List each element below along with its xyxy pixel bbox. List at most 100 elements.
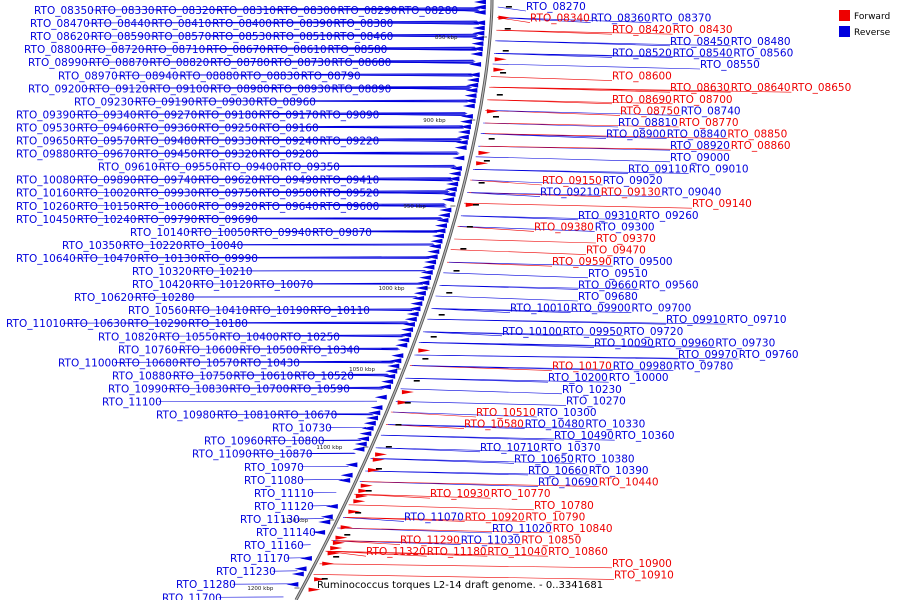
gene-label-left[interactable]: RTO_10700	[229, 383, 289, 395]
gene-label-left[interactable]: RTO_10060	[137, 201, 197, 213]
gene-label-left[interactable]: RTO_10880	[112, 370, 172, 382]
gene-label-right[interactable]: RTO_09950	[563, 326, 623, 338]
gene-label-right[interactable]: RTO_10910	[614, 569, 674, 581]
gene-label-right[interactable]: RTO_10920	[465, 511, 525, 523]
gene-label-left[interactable]: RTO_10520	[294, 370, 354, 382]
gene-label-left[interactable]: RTO_11160	[244, 540, 304, 552]
gene-label-left[interactable]: RTO_10600	[179, 344, 239, 356]
gene-label-right[interactable]: RTO_09000	[670, 152, 730, 164]
gene-label-right[interactable]: RTO_11040	[487, 546, 547, 558]
gene-label-right[interactable]: RTO_09130	[601, 187, 661, 199]
gene-label-left[interactable]: RTO_09350	[280, 162, 340, 174]
gene-label-left[interactable]: RTO_10140	[130, 227, 190, 239]
gene-label-left[interactable]: RTO_09400	[219, 162, 279, 174]
gene-label-left[interactable]: RTO_10970	[244, 462, 304, 474]
gene-label-left[interactable]: RTO_08400	[212, 18, 272, 30]
gene-label-left[interactable]: RTO_10830	[169, 383, 229, 395]
gene-label-right[interactable]: RTO_09970	[678, 349, 738, 361]
gene-label-left[interactable]: RTO_08960	[256, 96, 316, 108]
gene-label-left[interactable]: RTO_09870	[312, 227, 372, 239]
gene-label-left[interactable]: RTO_09250	[198, 122, 258, 134]
gene-label-right[interactable]: RTO_10710	[480, 442, 540, 454]
gene-label-left[interactable]: RTO_11280	[176, 579, 236, 591]
gene-label-right[interactable]: RTO_09910	[666, 314, 726, 326]
gene-label-left[interactable]: RTO_10020	[77, 188, 137, 200]
gene-label-left[interactable]: RTO_08710	[145, 44, 205, 56]
gene-label-right[interactable]: RTO_10170	[552, 361, 612, 373]
gene-label-right[interactable]: RTO_09780	[673, 361, 733, 373]
gene-label-right[interactable]: RTO_10360	[615, 430, 675, 442]
gene-label-right[interactable]: RTO_09260	[639, 210, 699, 222]
gene-label-left[interactable]: RTO_08890	[332, 83, 392, 95]
gene-label-left[interactable]: RTO_11230	[216, 566, 276, 578]
gene-label-left[interactable]: RTO_11130	[240, 514, 300, 526]
gene-label-left[interactable]: RTO_09340	[77, 109, 137, 121]
gene-label-left[interactable]: RTO_10750	[173, 370, 233, 382]
gene-label-right[interactable]: RTO_08810	[618, 117, 678, 129]
gene-label-right[interactable]: RTO_10390	[589, 465, 649, 477]
gene-label-left[interactable]: RTO_10550	[159, 331, 219, 343]
gene-label-left[interactable]: RTO_08440	[91, 18, 151, 30]
gene-label-left[interactable]: RTO_09490	[259, 175, 319, 187]
gene-label-left[interactable]: RTO_09520	[320, 188, 380, 200]
gene-label-left[interactable]: RTO_10400	[219, 331, 279, 343]
gene-label-left[interactable]: RTO_10610	[233, 370, 293, 382]
gene-label-left[interactable]: RTO_09220	[320, 136, 380, 148]
gene-label-left[interactable]: RTO_10640	[16, 253, 76, 265]
gene-label-right[interactable]: RTO_09150	[542, 175, 602, 187]
gene-label-left[interactable]: RTO_10130	[137, 253, 197, 265]
gene-label-left[interactable]: RTO_09610	[98, 162, 158, 174]
gene-label-right[interactable]: RTO_09210	[540, 187, 600, 199]
gene-label-left[interactable]: RTO_09390	[16, 109, 76, 121]
gene-label-left[interactable]: RTO_09790	[137, 214, 197, 226]
gene-label-right[interactable]: RTO_11030	[461, 535, 521, 547]
gene-label-right[interactable]: RTO_10100	[502, 326, 562, 338]
gene-label-left[interactable]: RTO_08670	[206, 44, 266, 56]
gene-label-right[interactable]: RTO_08630	[670, 82, 730, 94]
gene-label-right[interactable]: RTO_09300	[595, 221, 655, 233]
gene-label-left[interactable]: RTO_09750	[198, 188, 258, 200]
gene-label-right[interactable]: RTO_08900	[606, 129, 666, 141]
gene-label-left[interactable]: RTO_10080	[16, 175, 76, 187]
gene-label-left[interactable]: RTO_10590	[290, 383, 350, 395]
gene-label-left[interactable]: RTO_08390	[273, 18, 333, 30]
gene-label-right[interactable]: RTO_09140	[692, 198, 752, 210]
gene-label-right[interactable]: RTO_08450	[670, 36, 730, 48]
gene-label-left[interactable]: RTO_09570	[77, 136, 137, 148]
gene-label-left[interactable]: RTO_10290	[127, 318, 187, 330]
gene-label-left[interactable]: RTO_10110	[310, 305, 370, 317]
gene-label-right[interactable]: RTO_11290	[400, 535, 460, 547]
gene-label-left[interactable]: RTO_10190	[249, 305, 309, 317]
gene-label-right[interactable]: RTO_08770	[679, 117, 739, 129]
gene-label-left[interactable]: RTO_10040	[183, 240, 243, 252]
gene-label-left[interactable]: RTO_10350	[62, 240, 122, 252]
gene-label-left[interactable]: RTO_09090	[320, 109, 380, 121]
gene-label-right[interactable]: RTO_10300	[537, 407, 597, 419]
gene-label-left[interactable]: RTO_08470	[30, 18, 90, 30]
gene-label-right[interactable]: RTO_09710	[727, 314, 787, 326]
gene-label-left[interactable]: RTO_09410	[320, 175, 380, 187]
gene-label-right[interactable]: RTO_11020	[492, 523, 552, 535]
gene-label-right[interactable]: RTO_09700	[631, 303, 691, 315]
gene-label-left[interactable]: RTO_08940	[119, 70, 179, 82]
gene-label-right[interactable]: RTO_10650	[514, 453, 574, 465]
gene-label-left[interactable]: RTO_09550	[159, 162, 219, 174]
gene-label-left[interactable]: RTO_08310	[216, 5, 276, 17]
gene-label-right[interactable]: RTO_09980	[613, 361, 673, 373]
gene-label-left[interactable]: RTO_10730	[272, 423, 332, 435]
gene-label-left[interactable]: RTO_09170	[259, 109, 319, 121]
gene-label-left[interactable]: RTO_09360	[137, 122, 197, 134]
gene-label-left[interactable]: RTO_09450	[137, 149, 197, 161]
gene-label-left[interactable]: RTO_08580	[328, 44, 388, 56]
gene-label-left[interactable]: RTO_11110	[254, 488, 314, 500]
gene-label-right[interactable]: RTO_08430	[673, 24, 733, 36]
gene-label-right[interactable]: RTO_08480	[731, 36, 791, 48]
gene-label-left[interactable]: RTO_08380	[334, 18, 394, 30]
gene-label-right[interactable]: RTO_09500	[613, 256, 673, 268]
gene-label-left[interactable]: RTO_10630	[67, 318, 127, 330]
gene-label-right[interactable]: RTO_10790	[525, 511, 585, 523]
gene-label-right[interactable]: RTO_10580	[464, 419, 524, 431]
gene-label-right[interactable]: RTO_08640	[731, 82, 791, 94]
gene-label-left[interactable]: RTO_09190	[135, 96, 195, 108]
gene-label-right[interactable]: RTO_09110	[628, 163, 688, 175]
